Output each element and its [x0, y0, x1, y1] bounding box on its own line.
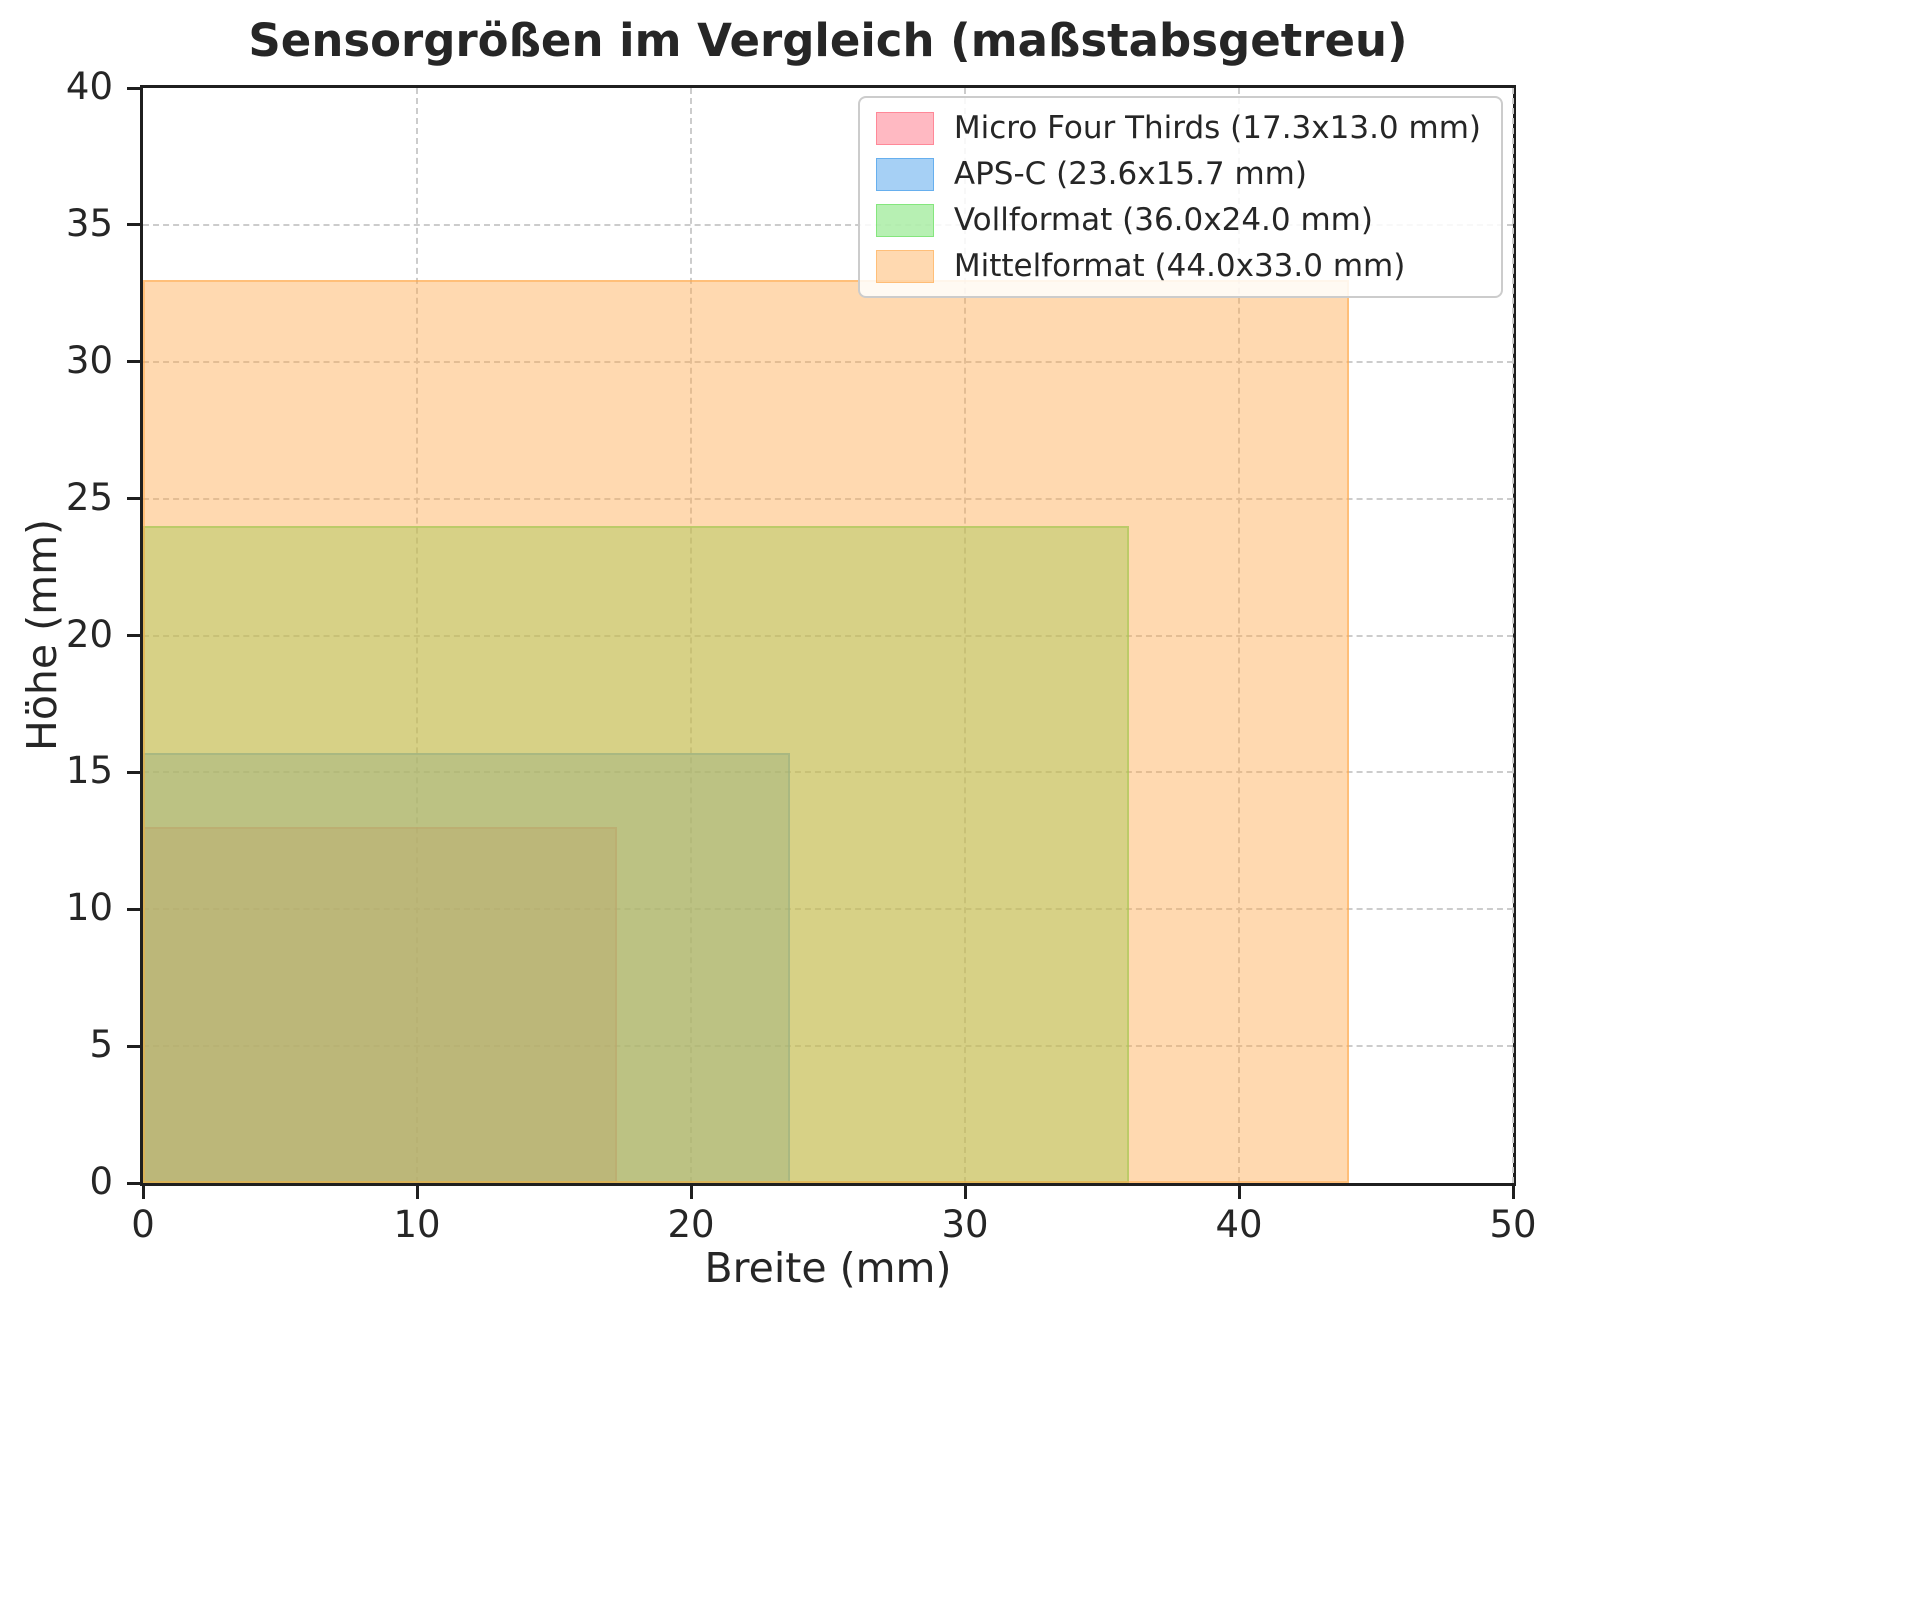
y-tick-mark [127, 634, 140, 637]
x-tick-mark [1237, 1186, 1241, 1199]
x-tick-label: 20 [667, 1203, 715, 1246]
y-tick-mark [127, 907, 140, 911]
y-tick-label: 10 [65, 886, 113, 930]
y-tick-mark [127, 1181, 140, 1185]
grid-line-horizontal [143, 497, 1513, 500]
x-tick-label: 0 [131, 1203, 155, 1246]
y-tick-mark [127, 86, 140, 90]
grid-line-vertical [1512, 88, 1514, 1183]
legend-item: Mittelformat (44.0x33.0 mm) [875, 248, 1481, 284]
y-tick-mark [127, 1044, 140, 1048]
x-tick-label: 50 [1489, 1203, 1537, 1246]
x-tick-mark [963, 1186, 967, 1199]
legend-label: Vollformat (36.0x24.0 mm) [953, 202, 1373, 238]
y-tick-label: 5 [89, 1023, 113, 1067]
grid-line-horizontal [143, 771, 1513, 774]
grid-line-horizontal [143, 1045, 1513, 1048]
legend-item: Vollformat (36.0x24.0 mm) [875, 202, 1481, 238]
legend-label: Micro Four Thirds (17.3x13.0 mm) [953, 110, 1481, 146]
y-tick-label: 35 [65, 201, 113, 245]
legend-swatch [875, 249, 934, 283]
y-tick-label: 0 [89, 1160, 113, 1203]
y-tick-mark [127, 770, 140, 774]
legend-item: APS-C (23.6x15.7 mm) [875, 156, 1481, 192]
y-axis-label: Höhe (mm) [18, 518, 66, 752]
grid-line-horizontal [143, 360, 1513, 363]
legend-swatch [875, 111, 934, 145]
y-tick-label: 25 [65, 475, 113, 519]
legend-label: Mittelformat (44.0x33.0 mm) [953, 248, 1406, 284]
x-tick-mark [1511, 1186, 1515, 1199]
plot-area: Micro Four Thirds (17.3x13.0 mm) APS-C (2… [140, 85, 1516, 1186]
sensor-rect [143, 526, 1130, 1183]
grid-line-horizontal [143, 223, 1513, 226]
legend-swatch [875, 157, 934, 191]
y-tick-mark [127, 223, 140, 227]
x-tick-label: 10 [393, 1203, 441, 1246]
x-tick-mark [141, 1186, 145, 1199]
sensor-rect [143, 827, 618, 1183]
legend-label: APS-C (23.6x15.7 mm) [953, 156, 1307, 192]
sensor-rect [143, 279, 1349, 1183]
x-tick-mark [415, 1186, 419, 1199]
x-tick-mark [689, 1186, 693, 1199]
grid-line-horizontal [143, 634, 1513, 637]
x-axis-label: Breite (mm) [704, 1244, 952, 1292]
chart-title: Sensorgrößen im Vergleich (maßstabsgetre… [248, 14, 1408, 67]
legend-swatch [875, 203, 934, 237]
legend-item: Micro Four Thirds (17.3x13.0 mm) [875, 110, 1481, 146]
legend: Micro Four Thirds (17.3x13.0 mm) APS-C (2… [857, 96, 1503, 298]
y-tick-label: 20 [65, 612, 113, 656]
y-tick-label: 30 [65, 338, 113, 382]
y-tick-mark [127, 360, 140, 364]
x-tick-label: 40 [1215, 1203, 1263, 1246]
y-tick-label: 15 [65, 749, 113, 793]
y-tick-mark [127, 497, 140, 501]
grid-line-horizontal [143, 908, 1513, 911]
y-tick-label: 40 [65, 65, 113, 108]
x-tick-label: 30 [941, 1203, 989, 1246]
